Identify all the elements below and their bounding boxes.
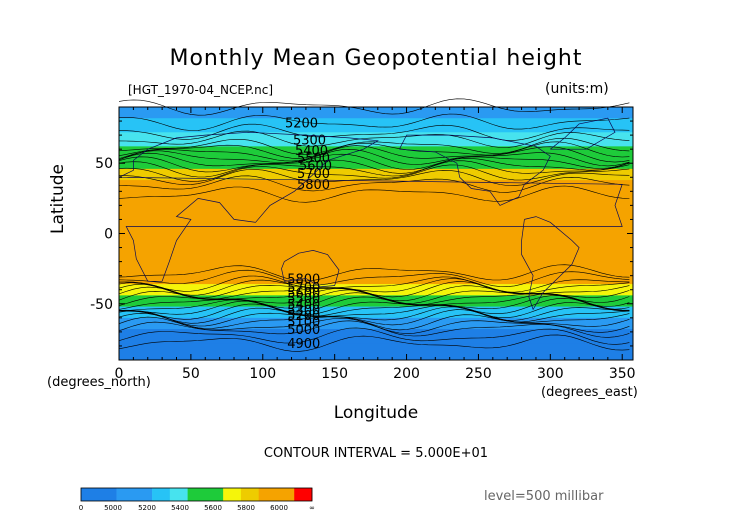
units-label: (units:m) <box>545 81 609 97</box>
contour-line <box>118 160 630 178</box>
contour-line <box>118 185 630 203</box>
contour-label: 5500 <box>297 152 330 167</box>
heatmap-band <box>119 306 633 319</box>
chart-title: Monthly Mean Geopotential height <box>169 46 583 71</box>
coastline <box>281 250 340 288</box>
coastline <box>521 216 580 311</box>
x-tick-label: 250 <box>465 366 492 382</box>
contour-line <box>118 175 630 193</box>
x-tick-label: 300 <box>537 366 564 382</box>
contour-line <box>118 164 630 182</box>
pressure-level-label: level=500 millibar <box>484 489 604 504</box>
contour-line <box>118 298 630 316</box>
coastline <box>550 117 616 150</box>
contour-label: 4900 <box>287 337 320 352</box>
heatmap-band <box>119 317 633 330</box>
contour-line <box>118 278 630 296</box>
heatmap-band <box>119 295 633 308</box>
contour-label: 5700 <box>287 281 320 296</box>
contour-label: 5300 <box>293 133 326 148</box>
contour-line <box>118 264 630 282</box>
heatmap-band <box>119 343 633 361</box>
contour-line <box>118 98 630 116</box>
contour-lines <box>118 98 630 352</box>
y-axis: 50 0 -50 <box>90 120 633 347</box>
contour-label: 5000 <box>287 323 320 338</box>
heatmap-band <box>119 157 633 170</box>
contour-line <box>118 312 630 331</box>
contour-label: 5600 <box>299 159 332 174</box>
contour-label: 5500 <box>287 292 320 307</box>
contour-label: 5400 <box>287 298 320 313</box>
contour-label: 5100 <box>287 316 320 331</box>
x-axis: 0 50 100 150 200 250 300 350 <box>115 107 636 382</box>
contour-line <box>118 300 630 318</box>
contour-line <box>118 113 630 131</box>
contour-line <box>118 281 630 299</box>
contour-label: 5300 <box>287 303 320 318</box>
contour-line <box>118 269 630 288</box>
x-axis-title: Longitude <box>333 403 419 423</box>
heatmap-band <box>119 284 633 296</box>
heatmap-band <box>119 132 633 147</box>
contour-label: 5400 <box>295 144 328 159</box>
heatmap-band <box>119 233 633 274</box>
contour-line <box>118 334 630 352</box>
contour-line <box>118 283 630 302</box>
contour-label: 5200 <box>287 309 320 324</box>
heatmap-band <box>119 180 633 195</box>
contour-line <box>118 145 630 163</box>
contour-label: 5200 <box>285 116 318 131</box>
heatmap-bands <box>119 107 633 361</box>
contour-label: 5600 <box>287 287 320 302</box>
x-tick-label: 200 <box>393 366 420 382</box>
contour-line <box>118 137 630 155</box>
heatmap-band <box>119 146 633 159</box>
y-tick-label: -50 <box>90 297 113 313</box>
x-tick-label: 350 <box>609 366 636 382</box>
x-tick-label: 150 <box>321 366 348 382</box>
heatmap-band <box>119 168 633 181</box>
y-tick-label: 0 <box>104 227 113 243</box>
contour-line <box>118 306 630 324</box>
contour-line <box>118 327 630 345</box>
contour-line <box>118 169 630 186</box>
contour-line <box>118 123 630 141</box>
x-tick-label: 50 <box>182 366 200 382</box>
coastline <box>118 131 623 282</box>
contour-line <box>118 148 630 167</box>
coastline <box>399 134 551 206</box>
coastlines <box>118 117 623 311</box>
contour-label: 5800 <box>287 272 320 287</box>
contour-label: 5700 <box>297 167 330 182</box>
contour-line <box>118 303 630 321</box>
contour-labels: 5200530054005500560057005800580057005600… <box>285 116 332 352</box>
contour-line <box>118 309 630 327</box>
contour-line <box>118 152 630 170</box>
contour-interval-label: CONTOUR INTERVAL = 5.000E+01 <box>263 446 489 461</box>
contour-line <box>118 316 630 334</box>
x-tick-label: 100 <box>249 366 276 382</box>
heatmap-band <box>119 194 633 234</box>
y-tick-label: 50 <box>95 156 113 172</box>
contour-line <box>118 130 630 148</box>
heatmap-band <box>119 107 633 119</box>
x-tick-label: 0 <box>115 366 124 382</box>
contour-line <box>118 141 630 159</box>
heatmap-band <box>119 118 633 133</box>
x-axis-units: (degrees_east) <box>541 385 638 400</box>
contour-line <box>118 156 630 174</box>
file-name-label: [HGT_1970-04_NCEP.nc] <box>128 83 274 97</box>
heatmap-band <box>119 272 633 285</box>
contour-line <box>118 295 630 313</box>
contour-line <box>118 275 630 293</box>
y-axis-units: (degrees_north) <box>47 375 151 390</box>
